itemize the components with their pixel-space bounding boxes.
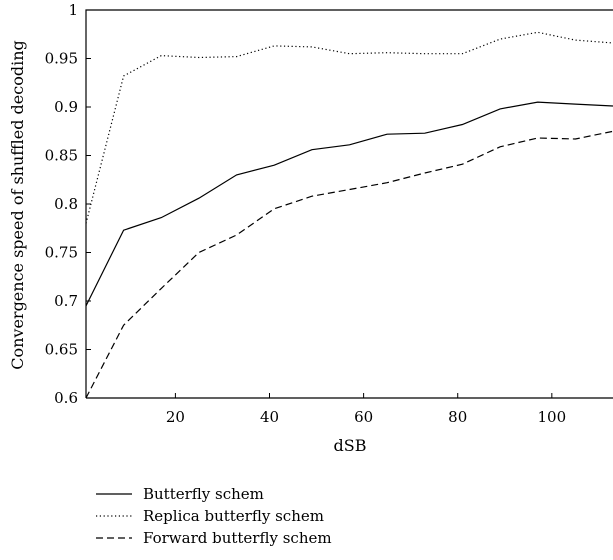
y-tick-label: 0.7 (54, 292, 78, 310)
legend-label: Butterfly schem (143, 485, 264, 503)
x-tick-label: 40 (260, 408, 279, 426)
x-axis-ticks: 20 40 60 80 100 (166, 393, 566, 426)
series-line-2 (85, 31, 613, 224)
legend: Butterfly schem Replica butterfly schem Fo… (96, 485, 332, 547)
plot-frame (85, 9, 613, 399)
y-tick-label: 0.6 (54, 389, 78, 407)
x-tick-label: 80 (448, 408, 467, 426)
x-tick-label: 60 (354, 408, 373, 426)
series-line-3 (85, 130, 613, 399)
y-tick-label: 0.75 (45, 244, 78, 262)
x-tick-label: 20 (166, 408, 185, 426)
y-axis-ticks: 0.6 0.65 0.7 0.75 0.8 0.85 0.9 0.95 1 (45, 1, 91, 407)
legend-label: Forward butterfly schem (143, 529, 332, 547)
y-tick-label: 1 (68, 1, 78, 19)
x-tick-label: 100 (538, 408, 567, 426)
y-tick-label: 0.85 (45, 147, 78, 165)
y-tick-label: 0.9 (54, 98, 78, 116)
series-line-1 (85, 101, 613, 307)
y-tick-label: 0.95 (45, 50, 78, 68)
y-tick-label: 0.8 (54, 195, 78, 213)
series-lines (85, 31, 613, 399)
x-axis-label: dSB (334, 436, 367, 455)
plot-border (85, 9, 613, 398)
y-axis-label: Convergence speed of shuffled decoding (8, 40, 27, 370)
y-tick-label: 0.65 (45, 341, 78, 359)
legend-label: Replica butterfly schem (143, 507, 324, 525)
